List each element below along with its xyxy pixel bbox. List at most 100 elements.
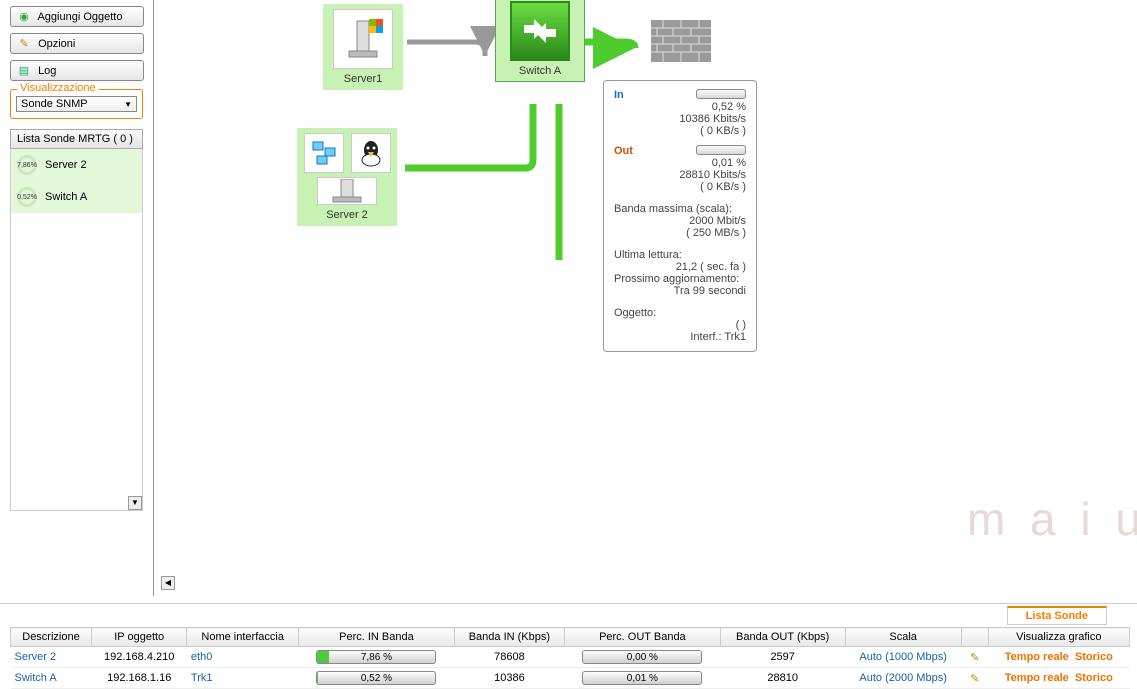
cell-scale[interactable]: Auto (1000 Mbps): [845, 647, 961, 668]
probe-list-header: Lista Sonde MRTG ( 0 ): [10, 129, 143, 149]
server-icon: [333, 9, 393, 69]
tooltip-in-kb: ( 0 KB/s ): [614, 125, 746, 137]
switch-icon: [510, 1, 570, 61]
tooltip-out-bar: [696, 145, 746, 155]
probe-table: DescrizioneIP oggettoNome interfacciaPer…: [10, 627, 1130, 689]
probe-grid: DescrizioneIP oggettoNome interfacciaPer…: [10, 627, 1130, 689]
probe-item-label: Switch A: [45, 191, 87, 203]
cell-pin: 7,86 %: [298, 647, 454, 668]
watermark-text: m a i u: [967, 492, 1137, 546]
cell-bin: 78608: [454, 647, 564, 668]
tab-bar: Lista Sonde: [0, 603, 1137, 623]
tooltip-out-kb: ( 0 KB/s ): [614, 181, 746, 193]
scroll-down-button[interactable]: ▼: [128, 496, 142, 510]
column-header[interactable]: [961, 628, 988, 647]
conn-server1-switch: [407, 42, 485, 56]
tooltip-lastread-label: Ultima lettura:: [614, 249, 746, 261]
probe-item[interactable]: 7,86% Server 2: [11, 149, 142, 181]
log-icon: ▤: [17, 64, 31, 77]
gauge-icon: 7,86%: [17, 155, 37, 175]
column-header[interactable]: Banda IN (Kbps): [454, 628, 564, 647]
realtime-link[interactable]: Tempo reale: [1005, 651, 1069, 663]
cell-ip: 192.168.1.16: [91, 668, 186, 689]
cell-graph-links: Tempo reale Storico: [988, 647, 1129, 668]
tooltip-band-mb: ( 250 MB/s ): [614, 227, 746, 239]
column-header[interactable]: IP oggetto: [91, 628, 186, 647]
tooltip-obj-label: Oggetto:: [614, 307, 746, 319]
cell-ip: 192.168.4.210: [91, 647, 186, 668]
diagram-canvas[interactable]: m a i u Server1 Server 2: [154, 0, 1137, 596]
tooltip-obj-val: ( ): [614, 319, 746, 331]
cell-graph-links: Tempo reale Storico: [988, 668, 1129, 689]
add-object-button[interactable]: ◉ Aggiungi Oggetto: [10, 6, 144, 27]
conn-server2-switch: [405, 104, 533, 168]
node-switch-a[interactable]: Switch A: [495, 0, 585, 82]
cell-pout: 0,01 %: [564, 668, 720, 689]
cell-scale[interactable]: Auto (2000 Mbps): [845, 668, 961, 689]
column-header[interactable]: Visualizza grafico: [988, 628, 1129, 647]
probe-tooltip: In 0,52 % 10386 Kbits/s ( 0 KB/s ) Out 0…: [603, 80, 757, 352]
cell-iface[interactable]: Trk1: [187, 668, 299, 689]
tooltip-interf: Interf.: Trk1: [614, 331, 746, 343]
pencil-icon: ✎: [17, 37, 31, 50]
tooltip-out-kbits: 28810 Kbits/s: [614, 169, 746, 181]
node-server1-label: Server1: [328, 73, 398, 85]
cell-edit[interactable]: ✎: [961, 647, 988, 668]
cell-bin: 10386: [454, 668, 564, 689]
cell-pout: 0,00 %: [564, 647, 720, 668]
column-header[interactable]: Scala: [845, 628, 961, 647]
table-row: Server 2 192.168.4.210 eth0 7,86 % 78608…: [11, 647, 1130, 668]
realtime-link[interactable]: Tempo reale: [1005, 672, 1069, 684]
column-header[interactable]: Perc. IN Banda: [298, 628, 454, 647]
linux-icon: [351, 133, 391, 173]
probe-item[interactable]: 0,52% Switch A: [11, 181, 142, 213]
tab-lista-sonde[interactable]: Lista Sonde: [1007, 606, 1107, 625]
column-header[interactable]: Banda OUT (Kbps): [720, 628, 845, 647]
add-icon: ◉: [17, 10, 31, 23]
history-link[interactable]: Storico: [1075, 672, 1113, 684]
cell-bout: 28810: [720, 668, 845, 689]
tooltip-band-mbit: 2000 Mbit/s: [614, 215, 746, 227]
cell-pin: 0,52 %: [298, 668, 454, 689]
visualization-fieldset: Visualizzazione Sonde SNMP ▼: [10, 89, 143, 119]
tooltip-band-label: Banda massima (scala):: [614, 203, 746, 215]
cell-iface[interactable]: eth0: [187, 647, 299, 668]
add-object-label: Aggiungi Oggetto: [37, 11, 122, 23]
node-firewall[interactable]: [651, 20, 711, 65]
log-label: Log: [38, 65, 56, 77]
cell-bout: 2597: [720, 647, 845, 668]
options-label: Opzioni: [38, 38, 75, 50]
probe-list: 7,86% Server 20,52% Switch A ▼: [10, 149, 143, 511]
tooltip-in-pct: 0,52 %: [614, 101, 746, 113]
tooltip-out-pct: 0,01 %: [614, 157, 746, 169]
scroll-left-button[interactable]: ◀: [161, 576, 175, 590]
tooltip-in-bar: [696, 89, 746, 99]
node-server2-label: Server 2: [302, 209, 392, 221]
column-header[interactable]: Nome interfaccia: [187, 628, 299, 647]
column-header[interactable]: Descrizione: [11, 628, 92, 647]
pencil-icon: ✎: [968, 672, 982, 685]
tooltip-next-val: Tra 99 secondi: [614, 285, 746, 297]
cell-desc[interactable]: Switch A: [11, 668, 92, 689]
log-button[interactable]: ▤ Log: [10, 60, 144, 81]
history-link[interactable]: Storico: [1075, 651, 1113, 663]
node-server2[interactable]: Server 2: [297, 128, 397, 226]
cell-edit[interactable]: ✎: [961, 668, 988, 689]
network-icon: [304, 133, 344, 173]
options-button[interactable]: ✎ Opzioni: [10, 33, 144, 54]
server-icon: [317, 177, 377, 205]
node-switch-a-label: Switch A: [500, 65, 580, 77]
pencil-icon: ✎: [968, 651, 982, 664]
table-row: Switch A 192.168.1.16 Trk1 0,52 % 10386 …: [11, 668, 1130, 689]
tooltip-in-kbits: 10386 Kbits/s: [614, 113, 746, 125]
visualization-value: Sonde SNMP: [21, 98, 88, 110]
node-server1[interactable]: Server1: [323, 4, 403, 90]
tooltip-next-label: Prossimo aggiornamento:: [614, 273, 746, 285]
firewall-icon: [651, 20, 711, 62]
tooltip-lastread-val: 21,2 ( sec. fa ): [614, 261, 746, 273]
probe-item-label: Server 2: [45, 159, 87, 171]
column-header[interactable]: Perc. OUT Banda: [564, 628, 720, 647]
chevron-down-icon: ▼: [124, 100, 132, 109]
visualization-select[interactable]: Sonde SNMP ▼: [16, 96, 137, 112]
cell-desc[interactable]: Server 2: [11, 647, 92, 668]
